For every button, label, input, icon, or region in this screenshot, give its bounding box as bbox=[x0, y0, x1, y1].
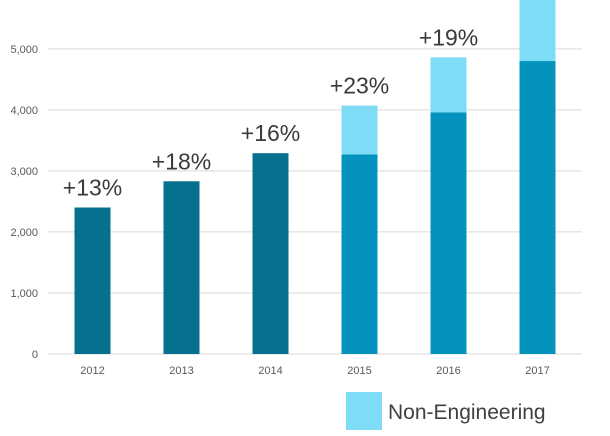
growth-label: +18% bbox=[152, 148, 211, 174]
legend-label: Non-Engineering bbox=[388, 401, 546, 424]
bar-nonengineering-2017 bbox=[519, 0, 556, 62]
legend: Non-Engineering bbox=[346, 392, 546, 430]
growth-labels: +13% +18% +16% +23% +19% bbox=[63, 24, 478, 200]
y-tick-label: 2,000 bbox=[10, 227, 38, 239]
legend-swatch-non-engineering bbox=[346, 392, 382, 430]
x-tick-label: 2013 bbox=[169, 365, 193, 377]
growth-label: +16% bbox=[241, 120, 300, 146]
growth-label: +13% bbox=[63, 175, 122, 201]
growth-label: +23% bbox=[330, 73, 389, 99]
bar-nonengineering-2015 bbox=[341, 105, 378, 155]
x-axis: 2012 2013 2014 2015 2016 2017 bbox=[80, 365, 549, 377]
y-tick-label: 4,000 bbox=[10, 105, 38, 117]
bar-base-2015 bbox=[341, 154, 378, 354]
growth-label: +19% bbox=[419, 24, 478, 50]
x-tick-label: 2017 bbox=[525, 365, 549, 377]
y-tick-label: 3,000 bbox=[10, 166, 38, 178]
bar-base-2014 bbox=[252, 153, 289, 354]
x-tick-label: 2012 bbox=[80, 365, 104, 377]
bar-base-2013 bbox=[163, 181, 200, 354]
gridlines bbox=[48, 48, 582, 355]
bar-base-2012 bbox=[74, 207, 111, 354]
bar-nonengineering-2016 bbox=[430, 57, 467, 113]
bar-base-2016 bbox=[430, 112, 467, 354]
x-tick-label: 2015 bbox=[347, 365, 371, 377]
y-tick-label: 5,000 bbox=[10, 44, 38, 56]
y-tick-label: 1,000 bbox=[10, 288, 38, 300]
y-tick-label: 0 bbox=[32, 349, 38, 361]
x-tick-label: 2016 bbox=[436, 365, 460, 377]
bars bbox=[74, 0, 556, 354]
x-tick-label: 2014 bbox=[258, 365, 282, 377]
y-axis: 0 1,000 2,000 3,000 4,000 5,000 bbox=[10, 44, 38, 361]
bar-base-2017 bbox=[519, 61, 556, 354]
